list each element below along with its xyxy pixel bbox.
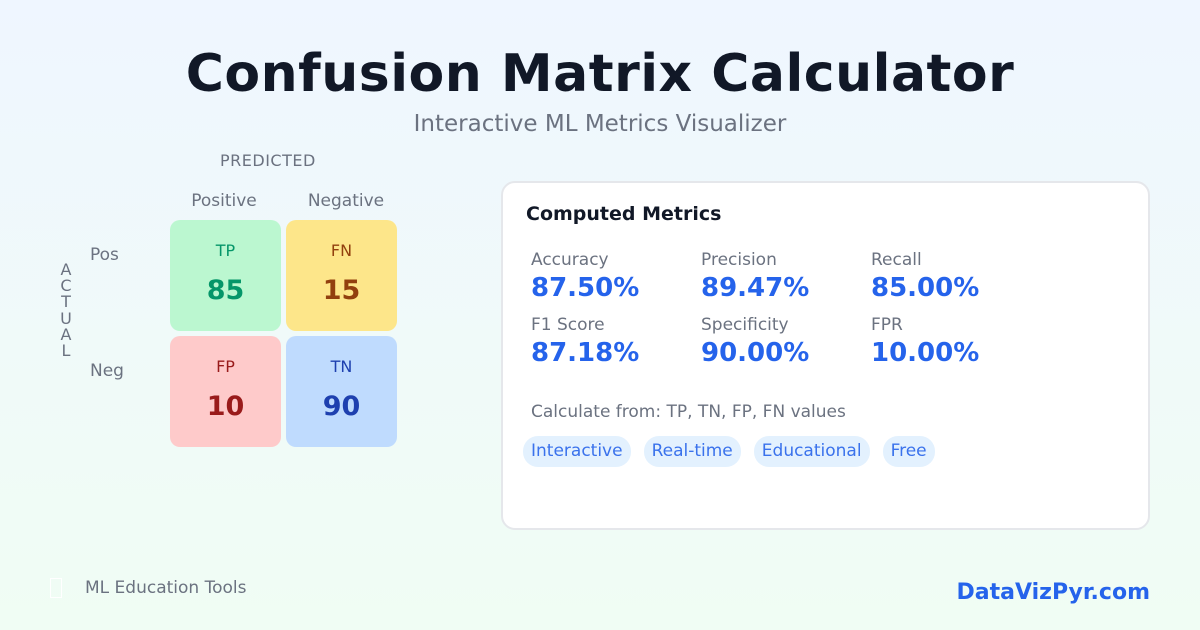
actual-letter: A	[60, 260, 72, 279]
actual-axis-label: A C T U A L	[58, 260, 74, 361]
predicted-axis-label: PREDICTED	[220, 151, 316, 170]
page-subtitle: Interactive ML Metrics Visualizer	[413, 111, 787, 137]
page-title: Confusion Matrix Calculator	[185, 44, 1015, 104]
metric-f1-score: F1 Score 87.18%	[531, 315, 701, 368]
metric-value: 87.18%	[531, 338, 640, 368]
feature-tags: Interactive Real-time Educational Free	[523, 436, 935, 467]
metric-fpr: FPR 10.00%	[871, 315, 1041, 368]
tag-free: Free	[882, 436, 935, 467]
footer-left: ML Education Tools	[50, 578, 246, 598]
metric-label: Recall	[871, 250, 922, 270]
actual-letter: T	[61, 292, 71, 312]
metric-label: Accuracy	[531, 250, 609, 270]
row-label-positive: Pos	[90, 245, 119, 265]
actual-letter: C	[60, 276, 72, 296]
matrix-cell-true-positive[interactable]: TP 85	[170, 220, 281, 331]
metric-precision: Precision 89.47%	[701, 250, 871, 303]
metric-value: 10.00%	[871, 338, 980, 368]
actual-letter: A	[60, 324, 72, 344]
metric-value: 85.00%	[871, 273, 980, 303]
metric-specificity: Specificity 90.00%	[701, 315, 871, 368]
cell-value: 10	[206, 391, 245, 422]
metric-recall: Recall 85.00%	[871, 250, 1041, 303]
metric-label: Specificity	[701, 315, 789, 335]
tag-real-time: Real-time	[643, 436, 741, 467]
column-label-negative: Negative	[307, 191, 385, 211]
metric-label: FPR	[871, 315, 903, 335]
metric-value: 90.00%	[701, 338, 810, 368]
cell-value: 90	[322, 391, 361, 422]
tag-interactive: Interactive	[523, 436, 631, 467]
metrics-card: Computed Metrics Accuracy 87.50% Precisi…	[501, 181, 1150, 530]
metrics-card-title: Computed Metrics	[526, 203, 722, 225]
matrix-cell-false-negative[interactable]: FN 15	[286, 220, 397, 331]
metric-label: F1 Score	[531, 315, 605, 335]
actual-letter: L	[61, 341, 71, 361]
metric-label: Precision	[701, 250, 777, 270]
missing-glyph-icon	[50, 578, 62, 598]
brand-link[interactable]: DataVizPyr.com	[956, 580, 1150, 605]
cell-value: 85	[206, 275, 245, 306]
metric-value: 87.50%	[531, 273, 640, 303]
cell-label: FP	[216, 357, 235, 376]
actual-letter: U	[60, 308, 72, 328]
column-label-positive: Positive	[191, 191, 257, 211]
footer-text: ML Education Tools	[85, 578, 247, 598]
matrix-cell-true-negative[interactable]: TN 90	[286, 336, 397, 447]
cell-value: 15	[322, 275, 361, 306]
row-label-negative: Neg	[90, 361, 124, 381]
tag-educational: Educational	[753, 436, 870, 467]
cell-label: FN	[330, 241, 353, 260]
metric-value: 89.47%	[701, 273, 810, 303]
metric-accuracy: Accuracy 87.50%	[531, 250, 701, 303]
cell-label: TP	[215, 241, 236, 260]
cell-label: TN	[330, 357, 353, 376]
calculation-note: Calculate from: TP, TN, FP, FN values	[531, 402, 846, 422]
matrix-cell-false-positive[interactable]: FP 10	[170, 336, 281, 447]
